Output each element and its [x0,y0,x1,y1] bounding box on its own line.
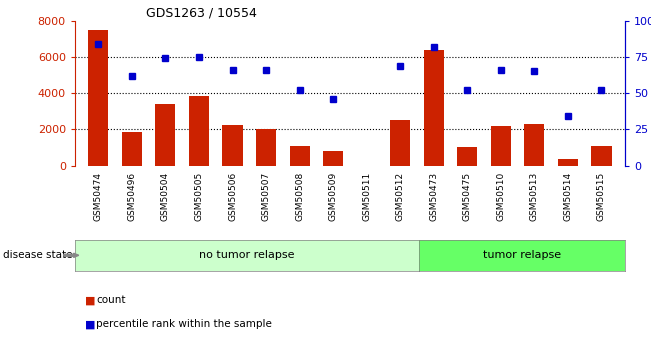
Text: ■: ■ [85,295,95,305]
Text: GSM50513: GSM50513 [530,171,539,221]
Text: GSM50511: GSM50511 [362,171,371,221]
Bar [524,124,544,166]
Bar [323,151,343,166]
Text: no tumor relapse: no tumor relapse [199,250,294,260]
Text: GSM50508: GSM50508 [295,171,304,221]
Text: GSM50512: GSM50512 [396,171,405,221]
Text: disease state: disease state [3,250,73,260]
Text: GSM50473: GSM50473 [429,171,438,221]
Text: GSM50507: GSM50507 [262,171,271,221]
Text: GSM50505: GSM50505 [195,171,204,221]
Text: GSM50515: GSM50515 [597,171,606,221]
Bar [89,30,109,166]
Bar [122,132,142,166]
Bar [223,125,243,166]
Text: GSM50514: GSM50514 [563,171,572,221]
Text: GSM50506: GSM50506 [228,171,237,221]
Text: GSM50474: GSM50474 [94,171,103,220]
Bar [424,50,444,166]
Text: percentile rank within the sample: percentile rank within the sample [96,319,272,329]
Bar [390,120,410,166]
Text: GSM50475: GSM50475 [463,171,472,221]
Text: count: count [96,295,126,305]
Text: GDS1263 / 10554: GDS1263 / 10554 [146,7,257,20]
Text: ■: ■ [85,319,95,329]
Text: GSM50496: GSM50496 [128,171,137,221]
Text: GSM50510: GSM50510 [496,171,505,221]
Text: tumor relapse: tumor relapse [483,250,561,260]
Bar [558,159,578,166]
Bar [156,105,176,166]
Text: GSM50504: GSM50504 [161,171,170,221]
Text: GSM50509: GSM50509 [329,171,338,221]
Bar [290,146,310,166]
Bar [189,96,209,166]
Bar [491,126,511,166]
Bar [457,147,477,166]
Bar [591,146,611,166]
Bar [256,129,276,166]
